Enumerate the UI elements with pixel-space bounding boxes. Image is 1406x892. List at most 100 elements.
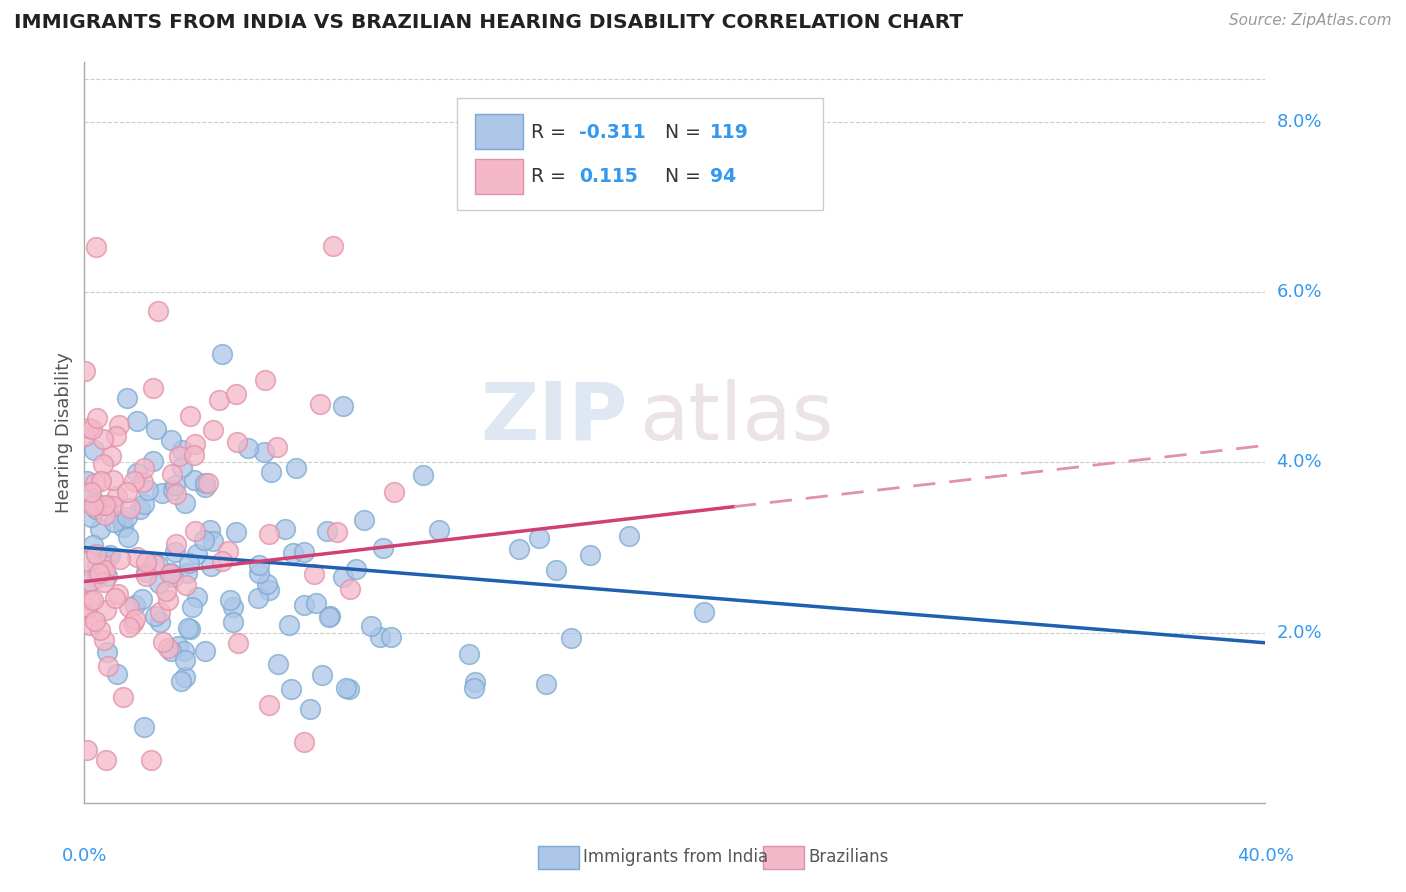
Point	[219, 593, 242, 607]
Point	[83, 475, 105, 490]
Point	[292, 735, 315, 749]
Point	[318, 609, 340, 624]
Point	[463, 681, 485, 696]
Point	[115, 484, 138, 499]
Point	[96, 603, 118, 617]
Point	[131, 592, 153, 607]
Point	[278, 617, 301, 632]
Text: IMMIGRANTS FROM INDIA VS BRAZILIAN HEARING DISABILITY CORRELATION CHART: IMMIGRANTS FROM INDIA VS BRAZILIAN HEARI…	[14, 13, 963, 32]
Point	[94, 498, 117, 512]
Point	[84, 502, 107, 516]
Text: 6.0%: 6.0%	[1277, 283, 1322, 301]
Point	[160, 467, 183, 481]
Point	[143, 609, 166, 624]
Text: R =: R =	[531, 122, 567, 142]
Point	[134, 461, 156, 475]
Point	[76, 601, 98, 615]
Point	[266, 440, 288, 454]
Point	[225, 386, 247, 401]
Point	[335, 681, 357, 695]
Point	[132, 475, 155, 489]
Point	[124, 612, 146, 626]
Point	[368, 630, 391, 644]
Point	[121, 615, 143, 630]
Point	[578, 548, 600, 562]
Point	[107, 587, 129, 601]
Point	[77, 554, 100, 568]
Point	[177, 621, 200, 635]
Point	[115, 509, 138, 524]
Point	[201, 423, 224, 437]
Point	[86, 558, 108, 573]
Point	[135, 555, 157, 569]
Text: 40.0%: 40.0%	[1237, 847, 1294, 865]
Y-axis label: Hearing Disability: Hearing Disability	[55, 352, 73, 513]
Point	[247, 566, 270, 580]
Point	[157, 592, 180, 607]
Point	[163, 478, 186, 492]
Point	[319, 609, 342, 624]
Point	[332, 399, 354, 413]
Point	[181, 600, 204, 615]
Point	[197, 476, 219, 491]
Point	[93, 574, 115, 589]
Text: Brazilians: Brazilians	[808, 848, 889, 866]
Point	[122, 474, 145, 488]
Point	[97, 658, 120, 673]
Point	[124, 598, 146, 612]
Point	[200, 558, 222, 573]
Point	[183, 448, 205, 462]
Point	[79, 592, 101, 607]
Point	[179, 556, 201, 570]
Point	[86, 411, 108, 425]
Point	[198, 523, 221, 537]
Point	[76, 743, 98, 757]
Point	[373, 541, 395, 555]
Point	[174, 670, 197, 684]
Point	[280, 682, 302, 697]
Point	[157, 641, 180, 656]
Point	[226, 434, 249, 449]
Point	[87, 566, 110, 581]
Point	[183, 436, 205, 450]
Point	[80, 510, 103, 524]
Point	[76, 474, 98, 488]
Point	[302, 566, 325, 581]
Point	[149, 605, 172, 619]
Point	[183, 473, 205, 487]
Point	[93, 558, 115, 573]
Point	[104, 428, 127, 442]
Point	[311, 668, 333, 682]
Point	[167, 449, 190, 463]
Point	[222, 615, 245, 630]
Point	[257, 582, 280, 597]
Point	[146, 303, 169, 318]
Point	[149, 615, 172, 629]
Point	[118, 600, 141, 615]
Point	[257, 527, 280, 541]
Point	[101, 473, 124, 487]
Point	[173, 644, 195, 658]
Point	[96, 569, 118, 583]
Point	[112, 519, 135, 533]
Text: 0.0%: 0.0%	[62, 847, 107, 865]
Point	[170, 674, 193, 689]
Point	[80, 422, 103, 436]
Point	[100, 449, 122, 463]
Point	[259, 698, 281, 712]
Point	[84, 240, 107, 254]
Point	[163, 545, 186, 559]
Point	[353, 512, 375, 526]
Point	[174, 653, 197, 667]
Point	[141, 753, 163, 767]
Text: 94: 94	[710, 167, 737, 186]
Point	[125, 414, 148, 428]
Point	[82, 593, 104, 607]
Point	[107, 418, 129, 433]
Point	[86, 571, 108, 585]
Point	[527, 532, 550, 546]
Text: Immigrants from India: Immigrants from India	[583, 848, 769, 866]
Point	[80, 484, 103, 499]
Point	[256, 576, 278, 591]
Point	[134, 720, 156, 734]
